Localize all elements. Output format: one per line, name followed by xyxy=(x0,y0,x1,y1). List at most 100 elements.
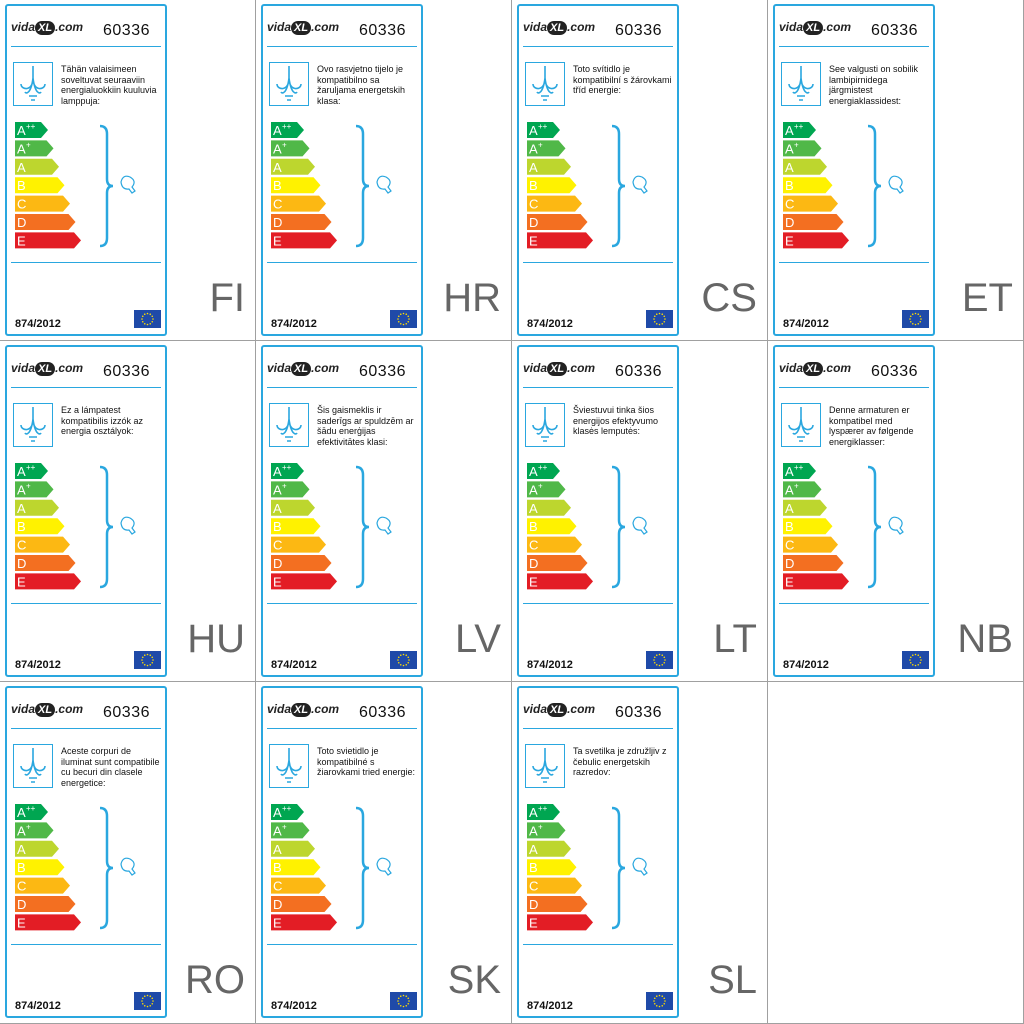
class-letter: A xyxy=(273,805,282,820)
flag-star xyxy=(399,322,402,325)
class-arrow xyxy=(271,536,326,553)
cell: vida XL .com 60336 Ta svetilka je združljiv … xyxy=(512,682,768,1024)
flag-star xyxy=(141,315,144,318)
flag-bg xyxy=(646,651,673,669)
flag-star xyxy=(653,997,656,1000)
class-letter: C xyxy=(273,197,282,212)
class-arrow xyxy=(15,840,59,857)
cell xyxy=(768,682,1024,1024)
flag-star xyxy=(653,659,655,661)
lamp-icon xyxy=(269,403,309,447)
flag-star xyxy=(653,661,656,664)
divider xyxy=(267,944,417,945)
logo: vida XL .com xyxy=(779,361,851,376)
class-arrow xyxy=(527,840,571,857)
divider xyxy=(267,387,417,388)
eu-flag xyxy=(390,651,417,669)
class-letter: B xyxy=(17,178,26,193)
class-letter: E xyxy=(273,233,282,248)
divider xyxy=(267,603,417,604)
description: Šis gaismeklis ir saderīgs ar spuldzēm a… xyxy=(317,405,414,447)
regulation: 874/2012 xyxy=(783,659,829,671)
class-letter: B xyxy=(529,178,538,193)
flag-star xyxy=(658,994,661,997)
flag-star xyxy=(402,664,405,667)
regulation: 874/2012 xyxy=(527,659,573,671)
product-code: 60336 xyxy=(615,363,662,380)
class-letter: A xyxy=(17,464,26,479)
class-arrow xyxy=(527,804,560,820)
flag-star xyxy=(658,653,661,656)
chandelier xyxy=(276,407,302,442)
class-letter: A xyxy=(273,842,282,857)
brace-path xyxy=(611,124,626,248)
icon-frame xyxy=(525,744,565,788)
flag-star xyxy=(663,997,666,1000)
divider xyxy=(11,387,161,388)
flag-bg xyxy=(902,310,929,328)
flag-bg xyxy=(134,651,161,669)
class-letter: A xyxy=(17,823,26,838)
description: Toto svítidlo je kompatibilní s žárovkam… xyxy=(573,64,672,95)
flag-star xyxy=(146,312,149,315)
logo-xl: XL xyxy=(35,703,56,717)
logo-tld: .com xyxy=(823,361,852,375)
class-arrow xyxy=(271,840,315,857)
brace xyxy=(611,806,648,930)
flag-star xyxy=(919,656,922,659)
logo-brand: vida xyxy=(523,361,548,375)
cell: vida XL .com 60336 See valgusti on sobilik l… xyxy=(768,0,1024,341)
class-letter: D xyxy=(273,556,282,571)
class-letter: C xyxy=(273,538,282,553)
logo-xl: XL xyxy=(35,362,56,376)
description: Toto svietidlo je kompatibilné s žiarovk… xyxy=(317,746,416,777)
flag-star xyxy=(146,323,149,326)
divider xyxy=(11,944,161,945)
flag-star xyxy=(143,663,146,666)
class-letter: A xyxy=(529,823,538,838)
class-letter: B xyxy=(529,519,538,534)
class-letter: D xyxy=(273,897,282,912)
energy-label: vida XL .com 60336 Ez a lámpatest kompatibil… xyxy=(5,345,167,677)
class-arrow xyxy=(15,804,48,820)
class-letter: D xyxy=(17,556,26,571)
cell: vida XL .com 60336 Šviestuvui tinka šios ene… xyxy=(512,341,768,682)
flag-star xyxy=(141,1002,144,1005)
logo-brand: vida xyxy=(779,20,804,34)
icon-frame xyxy=(525,403,565,447)
flag-star xyxy=(149,1004,152,1007)
flag-star xyxy=(151,1002,154,1005)
class-arrow xyxy=(271,214,332,230)
class-sup: + xyxy=(794,481,799,490)
flag-star xyxy=(397,318,399,320)
regulation: 874/2012 xyxy=(15,1000,61,1012)
brace xyxy=(99,124,136,248)
class-letter: C xyxy=(529,879,538,894)
icon-frame xyxy=(781,62,821,106)
eu-flag xyxy=(902,310,929,328)
flag-star xyxy=(402,1005,405,1008)
brace xyxy=(99,465,136,589)
flag-star xyxy=(149,654,152,657)
class-arrow xyxy=(15,499,59,516)
flag-star xyxy=(920,318,922,320)
class-arrow xyxy=(271,232,337,249)
logo-tld: .com xyxy=(311,20,340,34)
brace-path xyxy=(355,124,370,248)
brace-path xyxy=(99,124,114,248)
flag-star xyxy=(909,318,911,320)
flag-star xyxy=(911,663,914,666)
lamp-icon xyxy=(13,744,53,788)
class-letter: E xyxy=(17,574,26,589)
product-code: 60336 xyxy=(871,22,918,39)
class-letter: C xyxy=(273,879,282,894)
class-sup: ++ xyxy=(26,804,36,813)
regulation: 874/2012 xyxy=(15,659,61,671)
class-arrow xyxy=(527,158,571,175)
logo: vida XL .com xyxy=(267,20,339,35)
chandelier xyxy=(788,66,814,101)
logo-brand: vida xyxy=(11,20,36,34)
